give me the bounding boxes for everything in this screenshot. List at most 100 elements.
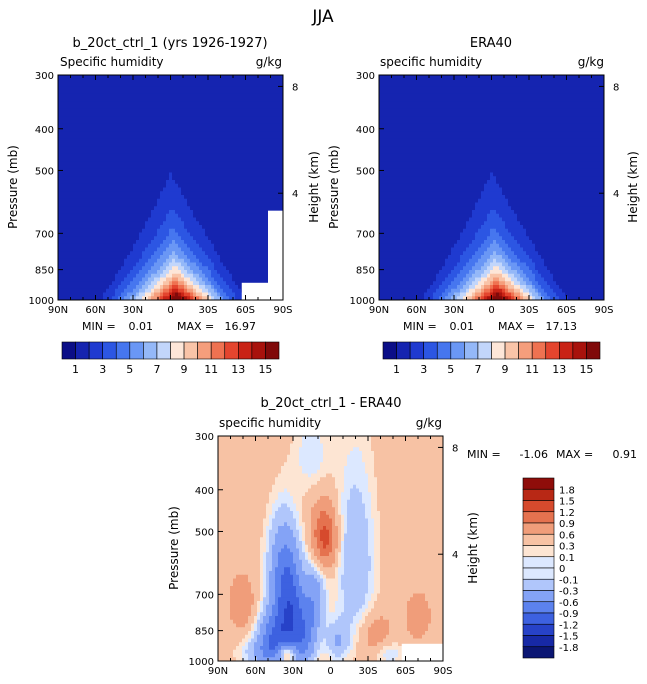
field-cell [127, 150, 131, 155]
field-cell [91, 232, 95, 237]
field-cell [208, 206, 212, 211]
field-cell [82, 243, 86, 248]
field-cell [82, 288, 86, 293]
field-cell [82, 240, 86, 245]
field-cell [268, 86, 272, 91]
field-cell [280, 206, 284, 211]
field-cell [256, 262, 260, 267]
field-cell [115, 288, 119, 293]
field-cell [82, 153, 86, 158]
field-cell [214, 168, 218, 173]
field-cell [253, 270, 257, 275]
field-cell [217, 221, 221, 226]
field-cell [133, 150, 137, 155]
field-cell [226, 198, 230, 203]
field-cell [121, 217, 125, 222]
field-cell [241, 198, 245, 203]
field-cell [127, 112, 131, 117]
field-cell [73, 225, 77, 230]
field-cell [127, 198, 131, 203]
field-cell [172, 90, 176, 95]
field-cell [262, 176, 266, 181]
field-cell [79, 75, 83, 80]
field-cell [238, 296, 242, 301]
field-cell [178, 183, 182, 188]
field-cell [79, 213, 83, 218]
field-cell [124, 146, 128, 151]
field-cell [88, 183, 92, 188]
field-cell [226, 225, 230, 230]
field-cell [61, 195, 65, 200]
field-cell [268, 101, 272, 106]
field-cell [133, 288, 137, 293]
field-cell [199, 292, 203, 297]
field-cell [253, 228, 257, 233]
field-cell [211, 217, 215, 222]
field-cell [199, 108, 203, 113]
field-cell [118, 180, 122, 185]
field-cell [73, 112, 77, 117]
field-cell [244, 236, 248, 241]
field-cell [85, 161, 89, 166]
field-cell [490, 90, 494, 95]
field-cell [133, 153, 137, 158]
field-cell [130, 255, 134, 260]
field-cell [226, 213, 230, 218]
field-cell [76, 90, 80, 95]
field-cell [121, 150, 125, 155]
field-cell [250, 127, 254, 132]
field-cell [214, 255, 218, 260]
field-cell [238, 123, 242, 128]
field-cell [214, 112, 218, 117]
field-cell [145, 288, 149, 293]
field-cell [169, 243, 173, 248]
field-cell [178, 168, 182, 173]
field-cell [214, 165, 218, 170]
field-cell [88, 172, 92, 177]
field-cell [97, 191, 101, 196]
field-cell [85, 232, 89, 237]
field-cell [262, 228, 266, 233]
field-cell [115, 168, 119, 173]
field-cell [154, 150, 158, 155]
field-cell [100, 172, 104, 177]
field-cell [238, 285, 242, 290]
field-cell [61, 187, 65, 192]
field-cell [208, 142, 212, 147]
field-cell [421, 86, 425, 91]
field-cell [274, 165, 278, 170]
field-cell [100, 97, 104, 102]
field-cell [58, 206, 62, 211]
field-cell [262, 251, 266, 256]
field-cell [94, 225, 98, 230]
field-cell [91, 221, 95, 226]
field-cell [220, 228, 224, 233]
field-cell [121, 112, 125, 117]
field-cell [208, 213, 212, 218]
colorbar-box [75, 341, 90, 360]
field-cell [118, 120, 122, 125]
field-cell [532, 86, 536, 91]
field-cell [139, 255, 143, 260]
field-cell [67, 138, 71, 143]
field-cell [106, 228, 110, 233]
field-cell [193, 243, 197, 248]
field-cell [460, 82, 464, 87]
field-cell [130, 123, 134, 128]
field-cell [151, 258, 155, 263]
panel-era40: ERA40 specific humidity g/kg Pressure (m… [327, 36, 640, 376]
field-cell [421, 93, 425, 98]
field-cell [73, 187, 77, 192]
field-cell [73, 262, 77, 267]
field-cell [154, 195, 158, 200]
field-cell [265, 138, 269, 143]
field-cell [133, 112, 137, 117]
field-cell [190, 240, 194, 245]
field-cell [118, 112, 122, 117]
field-cell [163, 105, 167, 110]
field-cell [106, 292, 110, 297]
field-cell [85, 82, 89, 87]
field-cell [154, 210, 158, 215]
field-cell [226, 101, 230, 106]
field-cell [106, 112, 110, 117]
